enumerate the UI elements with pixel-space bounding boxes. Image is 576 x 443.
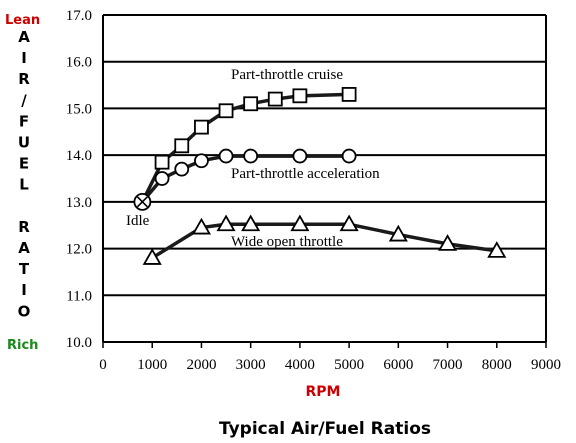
y-tick-12.0: 12.0	[66, 242, 92, 258]
data-point-square	[218, 103, 234, 119]
y-tick-13.0: 13.0	[66, 195, 92, 211]
x-tick-2000: 2000	[186, 357, 216, 373]
x-tick-1000: 1000	[137, 357, 167, 373]
data-point-triangle	[191, 217, 211, 235]
x-tick-8000: 8000	[482, 357, 512, 373]
x-tick-6000: 6000	[383, 357, 413, 373]
data-point-square	[267, 91, 283, 107]
data-point-triangle	[216, 214, 236, 232]
data-point-triangle	[241, 214, 261, 232]
ylabel-char: A	[18, 239, 30, 257]
data-point-square	[174, 138, 190, 154]
ylabel-char: I	[21, 281, 27, 299]
ylabel-lean: Lean	[5, 13, 40, 28]
annotation-cruise: Part-throttle cruise	[231, 67, 343, 83]
y-tick-14.0: 14.0	[66, 148, 92, 164]
x-tick-9000: 9000	[531, 357, 561, 373]
ylabel-char: T	[19, 260, 30, 278]
data-point-circle	[292, 148, 308, 164]
ylabel-char: A	[18, 28, 30, 46]
data-point-square	[194, 119, 209, 135]
data-point-square	[154, 154, 170, 170]
annotation-acceleration: Part-throttle acceleration	[231, 166, 380, 182]
data-point-triangle	[438, 234, 458, 251]
y-tick-10.0: 10.0	[66, 335, 92, 351]
x-tick-3000: 3000	[236, 357, 266, 373]
x-tick-4000: 4000	[285, 357, 315, 373]
idle-marker	[133, 192, 152, 211]
series-square	[140, 87, 357, 203]
data-point-circle	[243, 148, 259, 164]
series-circle	[141, 148, 357, 203]
data-point-triangle	[339, 214, 359, 232]
ylabel-char: /	[21, 91, 27, 109]
data-point-triangle	[487, 241, 507, 258]
idle-marker-cross-b	[136, 196, 148, 208]
axes	[102, 15, 547, 348]
ylabel-char: E	[19, 155, 29, 173]
data-point-circle	[154, 171, 170, 186]
data-point-triangle	[290, 214, 310, 232]
grid-lines	[103, 14, 546, 297]
series-group	[133, 87, 507, 265]
ylabel-char: R	[18, 70, 30, 88]
data-point-circle	[194, 153, 209, 169]
x-tick-labels: 0 1000 2000 3000 4000 5000 6000 7000 8000 9000	[99, 357, 561, 373]
y-tick-11.0: 11.0	[66, 288, 92, 304]
x-axis-label: RPM	[306, 384, 341, 400]
annotation-idle: Idle	[126, 213, 150, 229]
ylabel-char: U	[18, 134, 30, 152]
ylabel-char: R	[18, 218, 30, 236]
y-tick-16.0: 16.0	[66, 55, 92, 71]
series-triangle	[142, 214, 507, 265]
ylabel-char: F	[19, 112, 29, 130]
data-point-triangle	[142, 248, 162, 265]
data-point-square	[243, 96, 259, 112]
data-point-circle	[174, 161, 190, 177]
data-point-triangle	[388, 224, 408, 242]
data-point-square	[341, 87, 357, 102]
ylabel-char: O	[18, 302, 31, 320]
data-point-circle	[218, 148, 234, 164]
y-tick-15.0: 15.0	[66, 101, 92, 117]
x-tick-0: 0	[99, 357, 107, 373]
data-point-square	[292, 88, 308, 104]
y-tick-17.0: 17.0	[66, 8, 92, 24]
ylabel-rich: Rich	[7, 338, 38, 353]
x-tick-7000: 7000	[433, 357, 463, 373]
ylabel-char: I	[21, 49, 27, 67]
data-point-circle	[341, 148, 357, 164]
annotation-wide-open: Wide open throttle	[231, 234, 343, 250]
x-tick-5000: 5000	[334, 357, 364, 373]
chart-title: Typical Air/Fuel Ratios	[219, 419, 431, 439]
ylabel-char: L	[19, 176, 29, 194]
y-tick-labels: 10.0 11.0 12.0 13.0 14.0 15.0 16.0 17.0	[66, 8, 92, 351]
